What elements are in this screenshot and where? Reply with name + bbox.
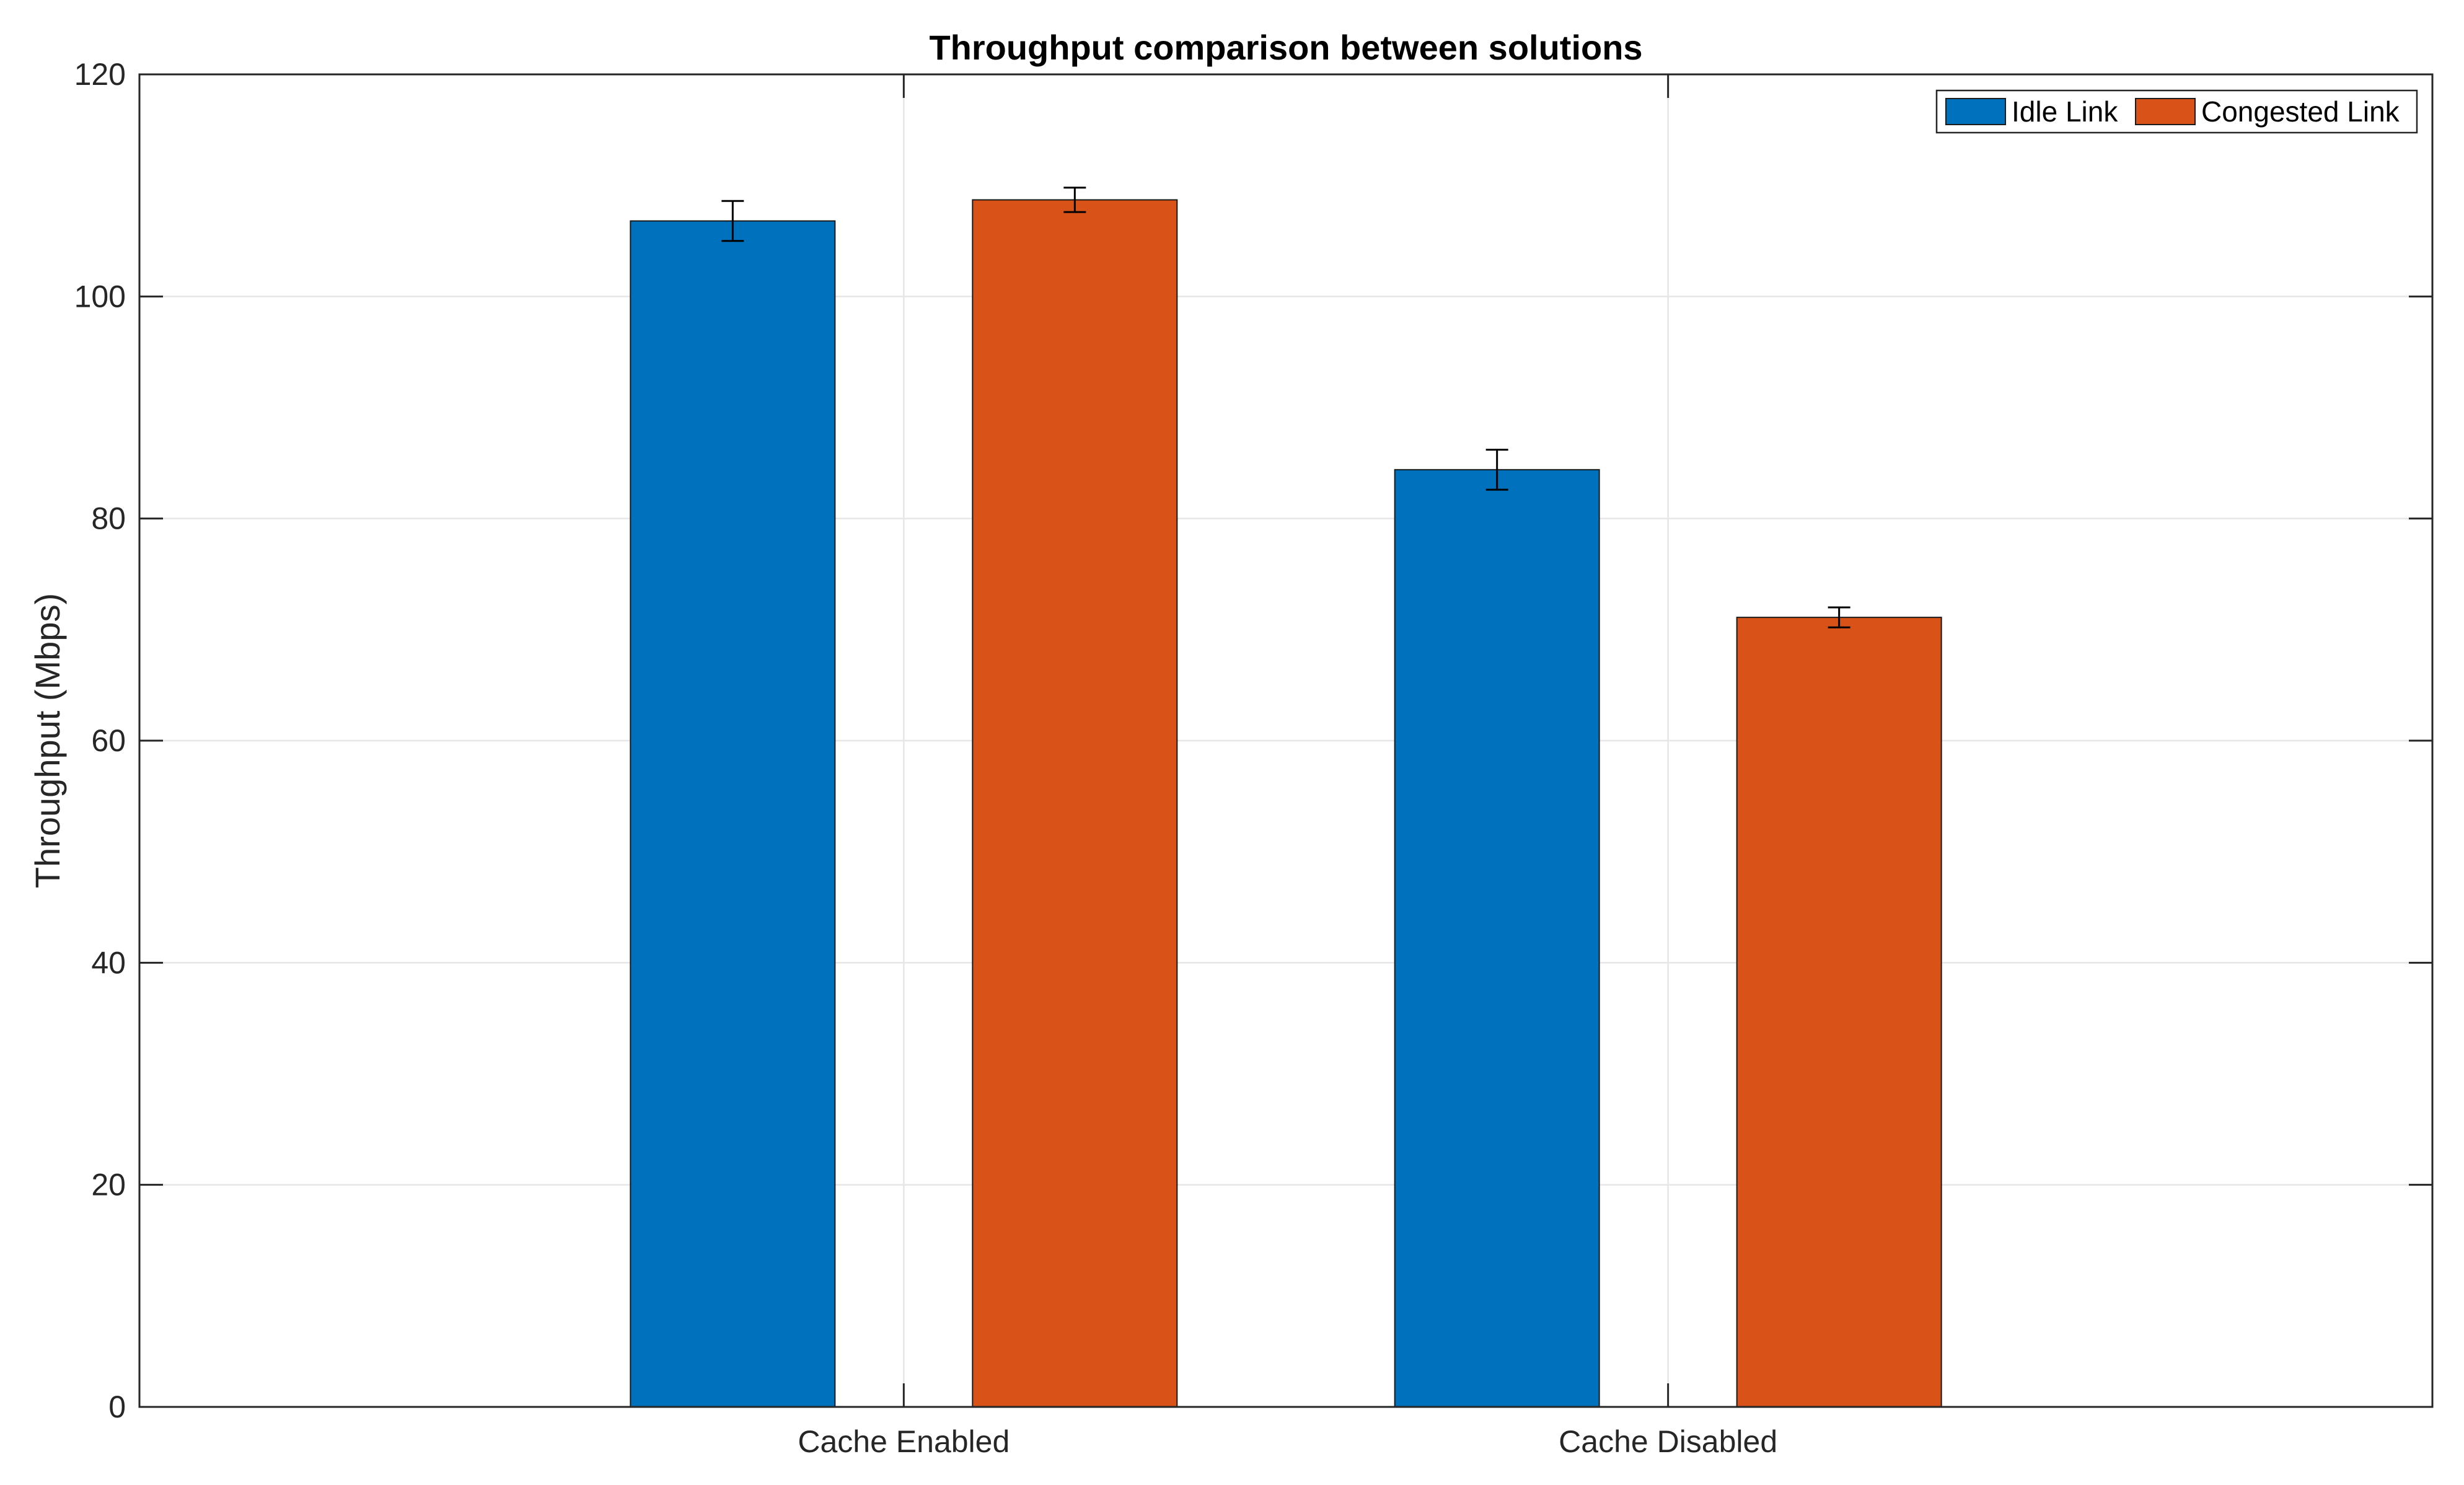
legend-label-congested-link: Congested Link [2201,95,2400,128]
x-tick-label: Cache Disabled [1559,1424,1777,1459]
bar-congested-link [1736,617,1942,1408]
x-tick-label: Cache Enabled [798,1424,1010,1459]
error-bar-idle-link [721,200,744,242]
error-bar-congested-link [1063,187,1086,213]
grid [139,74,2432,1407]
y-tick-label: 40 [91,945,126,980]
y-tick-label: 20 [91,1168,126,1202]
bar-congested-link [972,199,1178,1408]
y-tick-label: 100 [74,279,126,314]
legend-swatch-congested-link [2135,98,2196,125]
legend-label-idle-link: Idle Link [2012,95,2118,128]
y-tick-label: 0 [108,1390,126,1424]
error-bars [721,187,1850,628]
y-axis-label: Throughput (Mbps) [28,593,67,888]
y-tick-label: 80 [91,501,126,536]
y-tick-label: 60 [91,723,126,758]
y-tick-label: 120 [74,57,126,92]
legend: Idle Link Congested Link [1935,89,2418,134]
chart-title: Throughput comparison between solutions [929,28,1642,67]
legend-swatch-idle-link [1945,98,2006,125]
bar-idle-link [630,220,836,1408]
error-bar-congested-link [1828,606,1850,628]
bar-idle-link [1394,469,1600,1408]
error-bar-idle-link [1485,449,1508,491]
axis-ticks: 0 20 40 60 80 100 120 Cache Enabled Cache Disabl… [74,57,2432,1459]
